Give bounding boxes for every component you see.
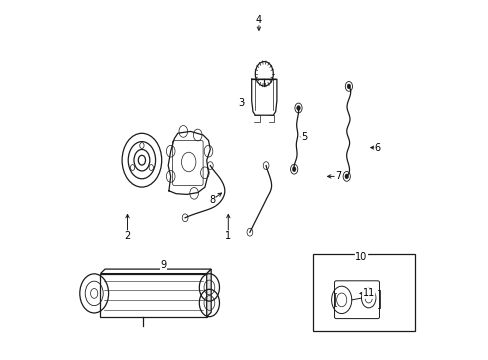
Ellipse shape (292, 167, 295, 172)
Text: 11: 11 (362, 288, 374, 298)
Polygon shape (206, 269, 211, 317)
Bar (101, 274, 206, 317)
Text: 8: 8 (208, 195, 215, 205)
Text: 4: 4 (255, 15, 262, 25)
Text: 10: 10 (355, 252, 367, 262)
Text: 3: 3 (237, 98, 244, 108)
Text: 6: 6 (374, 143, 380, 153)
Text: 9: 9 (160, 260, 166, 270)
Ellipse shape (346, 84, 350, 89)
Text: 2: 2 (124, 231, 130, 241)
Ellipse shape (296, 105, 300, 111)
Text: 7: 7 (334, 171, 341, 181)
Ellipse shape (344, 174, 348, 179)
Bar (312, 254, 415, 331)
Text: 1: 1 (225, 231, 231, 241)
Text: 5: 5 (300, 132, 306, 142)
Polygon shape (101, 269, 211, 274)
